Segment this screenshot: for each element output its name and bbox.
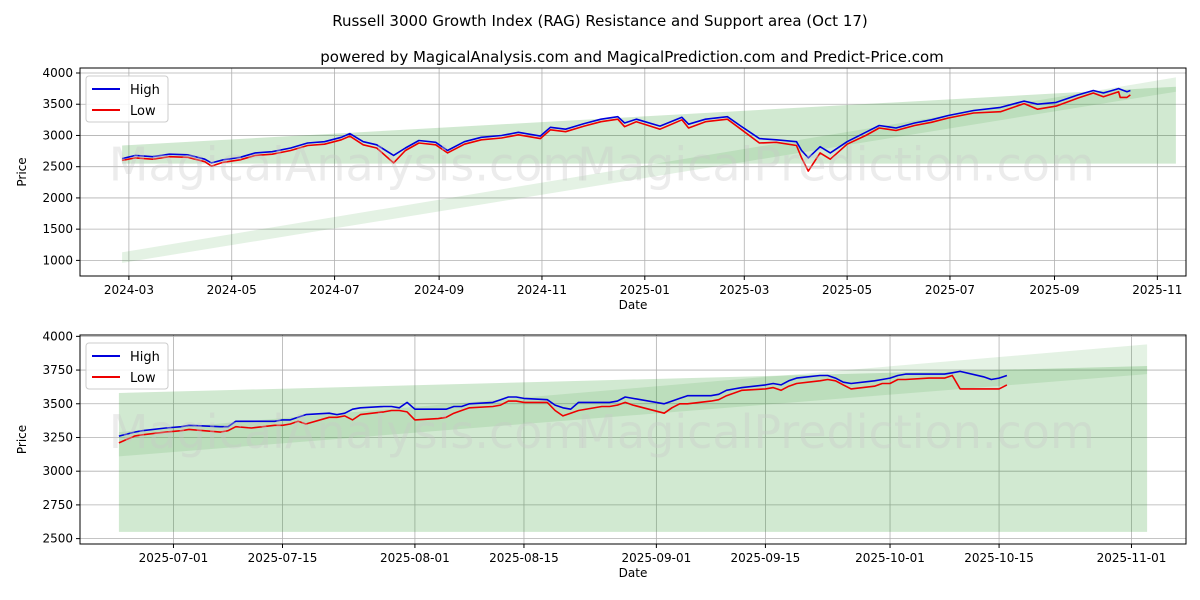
x-axis-label: Date [619, 298, 648, 312]
y-tick-label: 1000 [42, 253, 73, 267]
x-tick-label: 2025-01 [620, 283, 670, 297]
x-tick-label: 2025-09-01 [621, 551, 691, 565]
x-tick-label: 2025-07 [925, 283, 975, 297]
x-tick-label: 2024-07 [310, 283, 360, 297]
y-tick-label: 3250 [42, 430, 73, 444]
y-tick-label: 3500 [42, 97, 73, 111]
plot-area [121, 77, 1176, 263]
x-tick-label: 2025-10-01 [855, 551, 925, 565]
y-tick-label: 2500 [42, 160, 73, 174]
y-tick-label: 2500 [42, 532, 73, 546]
plot-frame [79, 67, 1187, 277]
legend-label-low: Low [130, 371, 156, 386]
bottom-panel: MagicalAnalysis.comMagicalPrediction.com… [15, 329, 1187, 580]
x-axis-label: Date [619, 566, 648, 580]
x-tick-label: 2024-03 [104, 283, 154, 297]
y-tick-label: 1500 [42, 222, 73, 236]
legend: High Low [85, 75, 169, 123]
x-tick-label: 2024-09 [414, 283, 464, 297]
series-line-low [121, 90, 1131, 172]
y-tick-label: 3500 [42, 397, 73, 411]
x-tick-label: 2025-08-15 [489, 551, 559, 565]
x-tick-label: 2025-08-01 [380, 551, 450, 565]
plot-area [118, 344, 1148, 532]
legend: High Low [85, 342, 169, 390]
watermark-right: MagicalPrediction.com [577, 137, 1095, 191]
y-tick-label: 2000 [42, 191, 73, 205]
watermark-left: MagicalAnalysis.com [109, 137, 588, 191]
x-tick-label: 2025-11 [1132, 283, 1182, 297]
x-tick-label: 2025-07-01 [139, 551, 209, 565]
top-panel: MagicalAnalysis.comMagicalPrediction.com… [15, 66, 1187, 312]
y-tick-label: 3000 [42, 464, 73, 478]
watermark-left: MagicalAnalysis.com [109, 405, 588, 459]
x-tick-label: 2025-09-15 [731, 551, 801, 565]
y-tick-label: 2750 [42, 498, 73, 512]
chart-subtitle: powered by MagicalAnalysis.com and Magic… [320, 48, 944, 66]
y-tick-label: 3000 [42, 128, 73, 142]
y-tick-label: 4000 [42, 66, 73, 80]
legend-label-low: Low [130, 104, 156, 119]
x-tick-label: 2025-07-15 [248, 551, 318, 565]
x-tick-label: 2025-10-15 [964, 551, 1034, 565]
series-line-high [118, 370, 1008, 437]
watermark-right: MagicalPrediction.com [577, 405, 1095, 459]
y-tick-label: 3750 [42, 363, 73, 377]
y-tick-label: 4000 [42, 329, 73, 343]
chart-title: Russell 3000 Growth Index (RAG) Resistan… [332, 12, 868, 30]
series-line-low [118, 374, 1008, 444]
series-line-high [121, 87, 1131, 164]
x-tick-label: 2025-11-01 [1097, 551, 1167, 565]
plot-frame [79, 334, 1187, 545]
x-tick-label: 2025-03 [719, 283, 769, 297]
x-tick-label: 2024-05 [207, 283, 257, 297]
y-axis-label: Price [15, 157, 29, 186]
x-tick-label: 2025-05 [822, 283, 872, 297]
y-axis-label: Price [15, 425, 29, 454]
x-tick-label: 2024-11 [517, 283, 567, 297]
legend-label-high: High [130, 350, 160, 365]
legend-label-high: High [130, 83, 160, 98]
x-tick-label: 2025-09 [1029, 283, 1079, 297]
support-resistance-band [118, 344, 1148, 457]
